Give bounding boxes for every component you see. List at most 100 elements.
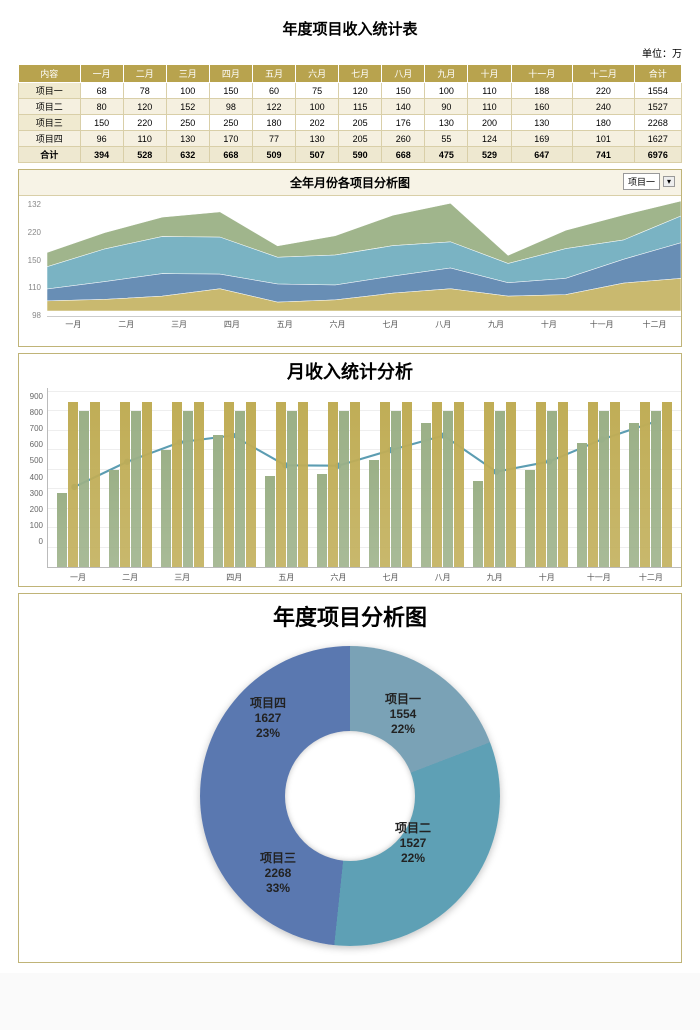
bar	[194, 402, 204, 567]
bar	[276, 402, 286, 567]
bar	[131, 411, 141, 567]
x-axis-label: 四月	[208, 572, 260, 583]
bar	[629, 423, 639, 567]
table-cell: 68	[80, 83, 123, 99]
pie-chart-title: 年度项目分析图	[19, 594, 681, 638]
table-cell: 240	[573, 99, 635, 115]
bar-group: 七月	[364, 392, 416, 567]
table-cell: 741	[573, 147, 635, 163]
bar-group: 六月	[312, 392, 364, 567]
bar	[432, 402, 442, 567]
unit-label: 单位：万	[18, 45, 682, 60]
table-cell: 77	[252, 131, 295, 147]
x-axis-label: 三月	[156, 572, 208, 583]
table-cell: 509	[252, 147, 295, 163]
table-cell: 180	[573, 115, 635, 131]
table-header: 七月	[339, 65, 382, 83]
table-cell: 475	[425, 147, 468, 163]
bar	[506, 402, 516, 567]
y-axis-label: 0	[19, 537, 43, 546]
table-cell: 120	[339, 83, 382, 99]
table-cell: 2268	[634, 115, 681, 131]
table-header: 九月	[425, 65, 468, 83]
x-axis-label: 七月	[364, 572, 416, 583]
row-name: 项目二	[19, 99, 81, 115]
table-cell: 140	[382, 99, 425, 115]
bar	[183, 411, 193, 567]
table-cell: 78	[123, 83, 166, 99]
y-axis-label: 600	[19, 440, 43, 449]
bar	[421, 423, 431, 567]
series-dropdown[interactable]: 项目一 ▾	[623, 173, 675, 190]
area-chart-svg	[47, 196, 681, 316]
x-axis-label: 九月	[470, 317, 523, 330]
table-cell: 590	[339, 147, 382, 163]
row-name: 项目三	[19, 115, 81, 131]
bar	[79, 411, 89, 567]
y-axis-label: 400	[19, 473, 43, 482]
table-cell: 205	[339, 115, 382, 131]
table-cell: 130	[296, 131, 339, 147]
bar	[246, 402, 256, 567]
table-cell: 130	[166, 131, 209, 147]
table-cell: 122	[252, 99, 295, 115]
bar	[161, 450, 171, 567]
x-axis-label: 二月	[104, 572, 156, 583]
table-cell: 101	[573, 131, 635, 147]
bar	[495, 411, 505, 567]
table-cell: 170	[209, 131, 252, 147]
y-axis-label: 900	[19, 392, 43, 401]
table-header: 五月	[252, 65, 295, 83]
table-cell: 250	[166, 115, 209, 131]
table-cell: 115	[339, 99, 382, 115]
table-cell: 80	[80, 99, 123, 115]
bar	[640, 402, 650, 567]
bar	[142, 402, 152, 567]
x-axis-label: 十月	[522, 317, 575, 330]
table-cell: 100	[296, 99, 339, 115]
pie-segment-label: 项目二152722%	[395, 821, 431, 866]
table-cell: 1527	[634, 99, 681, 115]
row-name: 项目一	[19, 83, 81, 99]
table-cell: 100	[166, 83, 209, 99]
table-header: 十二月	[573, 65, 635, 83]
table-total-row: 合计39452863266850950759066847552964774169…	[19, 147, 682, 163]
table-cell: 220	[123, 115, 166, 131]
x-axis-label: 九月	[469, 572, 521, 583]
bar	[224, 402, 234, 567]
bar	[484, 402, 494, 567]
bar	[90, 402, 100, 567]
y-axis-label: 100	[19, 521, 43, 530]
table-cell: 150	[80, 115, 123, 131]
table-cell: 632	[166, 147, 209, 163]
table-header: 四月	[209, 65, 252, 83]
y-axis-label: 700	[19, 424, 43, 433]
x-axis-label: 十二月	[628, 317, 681, 330]
bar-chart-panel: 月收入统计分析 0100200300400500600700800900 一月二…	[18, 353, 682, 587]
x-axis-label: 十月	[521, 572, 573, 583]
table-cell: 528	[123, 147, 166, 163]
bar-group: 十月	[521, 392, 573, 567]
bar	[547, 411, 557, 567]
pie-segment-label: 项目四162723%	[250, 696, 286, 741]
table-cell: 110	[123, 131, 166, 147]
bar	[120, 402, 130, 567]
table-cell: 90	[425, 99, 468, 115]
bar-chart-title: 月收入统计分析	[19, 354, 681, 388]
bar	[558, 402, 568, 567]
chevron-down-icon[interactable]: ▾	[663, 176, 675, 187]
bar	[265, 476, 275, 567]
bar	[525, 470, 535, 567]
bar-group: 三月	[156, 392, 208, 567]
x-axis-label: 五月	[258, 317, 311, 330]
table-header: 八月	[382, 65, 425, 83]
x-axis-label: 十一月	[573, 572, 625, 583]
row-name: 项目四	[19, 131, 81, 147]
table-header: 十月	[468, 65, 511, 83]
table-cell: 188	[511, 83, 573, 99]
pie-segment-label: 项目三226833%	[260, 851, 296, 896]
x-axis-label: 一月	[47, 317, 100, 330]
bar	[109, 470, 119, 567]
bar	[57, 493, 67, 567]
bar	[350, 402, 360, 567]
